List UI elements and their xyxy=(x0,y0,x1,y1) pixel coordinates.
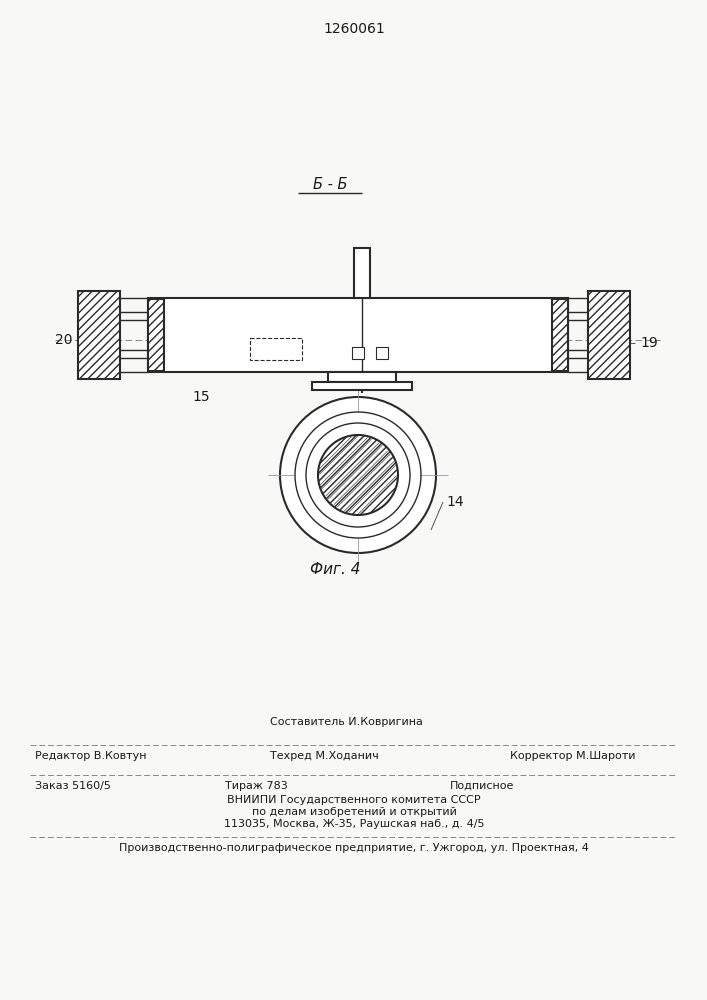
Text: Производственно-полиграфическое предприятие, г. Ужгород, ул. Проектная, 4: Производственно-полиграфическое предприя… xyxy=(119,843,589,853)
Text: 15: 15 xyxy=(192,390,209,404)
Bar xyxy=(376,347,388,359)
Bar xyxy=(354,248,370,298)
Text: Тираж 783: Тираж 783 xyxy=(225,781,288,791)
Text: Редактор В.Ковтун: Редактор В.Ковтун xyxy=(35,751,146,761)
Bar xyxy=(588,291,630,379)
Text: Подписное: Подписное xyxy=(450,781,515,791)
Text: 14: 14 xyxy=(446,495,464,509)
Text: по делам изобретений и открытий: по делам изобретений и открытий xyxy=(252,807,457,817)
Text: Составитель И.Ковригина: Составитель И.Ковригина xyxy=(270,717,423,727)
Bar xyxy=(250,338,302,360)
Text: 1260061: 1260061 xyxy=(323,22,385,36)
Circle shape xyxy=(318,435,398,515)
Text: 20: 20 xyxy=(56,333,73,347)
Bar xyxy=(328,372,396,382)
Text: 19: 19 xyxy=(640,336,658,350)
Bar xyxy=(148,298,568,372)
Bar xyxy=(312,382,412,390)
Text: ВНИИПИ Государственного комитета СССР: ВНИИПИ Государственного комитета СССР xyxy=(227,795,481,805)
Circle shape xyxy=(280,397,436,553)
Text: Заказ 5160/5: Заказ 5160/5 xyxy=(35,781,111,791)
Bar xyxy=(148,299,164,371)
Bar xyxy=(352,347,364,359)
Text: 113035, Москва, Ж-35, Раушская наб., д. 4/5: 113035, Москва, Ж-35, Раушская наб., д. … xyxy=(223,819,484,829)
Bar xyxy=(78,291,120,379)
Text: Б - Б: Б - Б xyxy=(312,177,347,192)
Text: Техред М.Ходанич: Техред М.Ходанич xyxy=(270,751,379,761)
Circle shape xyxy=(295,412,421,538)
Bar xyxy=(552,299,568,371)
Text: Корректор М.Шароти: Корректор М.Шароти xyxy=(510,751,636,761)
Text: Фиг. 4: Фиг. 4 xyxy=(310,562,361,577)
